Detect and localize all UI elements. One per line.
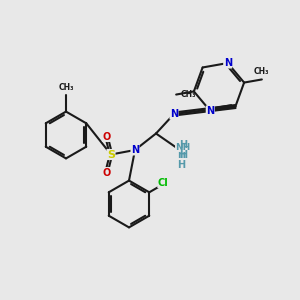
Text: CH₃: CH₃ [181, 90, 196, 99]
Text: O: O [102, 131, 111, 142]
Text: H: H [179, 140, 187, 151]
Text: CH₃: CH₃ [254, 67, 270, 76]
Text: S: S [107, 149, 115, 160]
Text: CH₃: CH₃ [58, 83, 74, 92]
Text: N: N [131, 145, 139, 155]
Text: Cl: Cl [158, 178, 169, 188]
Text: NH: NH [176, 142, 191, 152]
Text: H: H [179, 150, 187, 161]
Text: O: O [102, 167, 111, 178]
Text: N: N [224, 58, 232, 68]
Text: N: N [206, 106, 214, 116]
Text: H: H [177, 150, 185, 160]
Text: N: N [170, 109, 178, 119]
Text: H: H [177, 160, 185, 170]
